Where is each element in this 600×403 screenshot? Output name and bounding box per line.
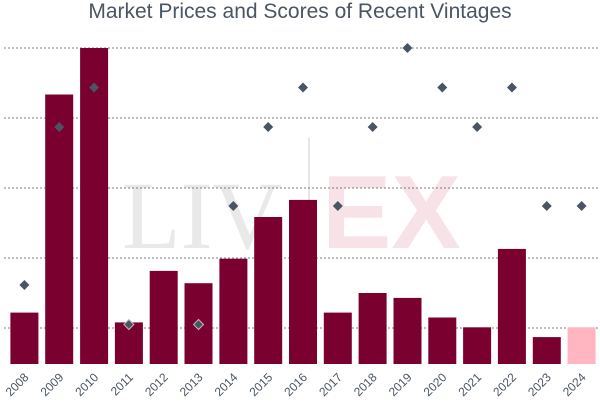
x-tick-2019: 2019 — [386, 370, 415, 399]
x-axis-tick-labels: 2008 2009 2010 2011 2012 2013 2014 2015 2016 2017… — [3, 370, 589, 399]
bar-2008 — [10, 312, 39, 364]
score-marker-2015 — [263, 122, 274, 132]
bar-2023 — [532, 337, 561, 364]
x-tick-2015: 2015 — [247, 370, 276, 399]
bar-2024 — [567, 327, 596, 364]
score-marker-2011 — [123, 318, 135, 331]
bar-2019 — [393, 297, 422, 364]
x-tick-2012: 2012 — [142, 370, 171, 399]
x-tick-2021: 2021 — [455, 370, 484, 399]
watermark-ex: EX — [322, 155, 461, 271]
score-marker-2017 — [332, 201, 343, 211]
score-marker-2022 — [506, 82, 517, 93]
bar-2020 — [428, 317, 457, 364]
x-tick-2020: 2020 — [421, 370, 450, 399]
score-marker-2016 — [298, 82, 308, 93]
bar-series — [10, 48, 596, 364]
bar-2022 — [497, 248, 526, 364]
bar-2018 — [358, 293, 387, 364]
chart-title: Market Prices and Scores of Recent Vinta… — [88, 0, 512, 23]
bar-2009 — [45, 94, 74, 364]
score-marker-2024 — [576, 201, 587, 211]
score-markers — [19, 43, 587, 331]
bar-2016 — [289, 199, 317, 364]
score-marker-2014 — [228, 201, 239, 211]
bar-2014 — [219, 258, 248, 364]
x-tick-2008: 2008 — [3, 370, 32, 399]
x-tick-2014: 2014 — [212, 370, 241, 399]
score-marker-2021 — [472, 122, 483, 132]
x-tick-2022: 2022 — [490, 370, 519, 399]
x-tick-2013: 2013 — [177, 370, 206, 399]
x-tick-2017: 2017 — [316, 370, 345, 399]
bar-2010 — [80, 48, 109, 364]
bar-2017 — [323, 312, 352, 364]
x-tick-2010: 2010 — [72, 370, 101, 399]
x-tick-2024: 2024 — [560, 370, 589, 399]
bar-2015 — [254, 217, 283, 364]
x-tick-2023: 2023 — [525, 370, 554, 399]
score-marker-2018 — [367, 122, 378, 132]
bar-2012 — [149, 270, 178, 364]
x-tick-2009: 2009 — [38, 370, 67, 399]
score-marker-2010 — [89, 82, 100, 93]
x-tick-2011: 2011 — [108, 370, 136, 398]
score-marker-2020 — [437, 82, 448, 93]
score-marker-2013 — [192, 318, 205, 331]
score-marker-2009 — [54, 122, 65, 132]
score-marker-2023 — [541, 201, 552, 211]
score-marker-2019 — [402, 43, 413, 53]
bar-2021 — [463, 327, 492, 364]
x-tick-2016: 2016 — [281, 370, 310, 399]
score-marker-2008 — [19, 280, 30, 290]
x-tick-2018: 2018 — [351, 370, 380, 399]
watermark-divider — [308, 138, 310, 256]
